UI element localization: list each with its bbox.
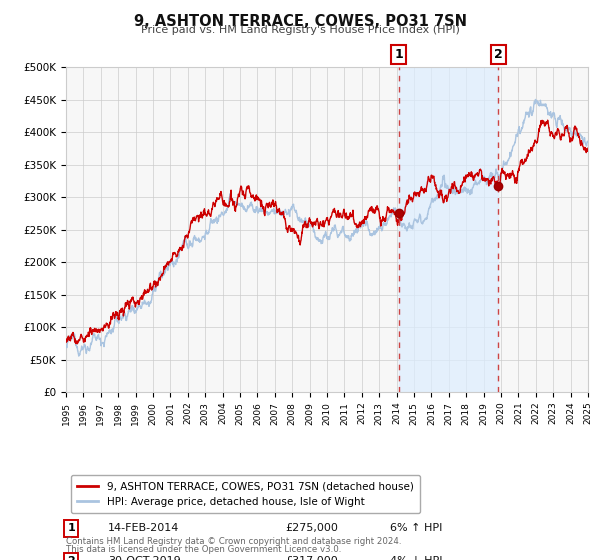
Text: Contains HM Land Registry data © Crown copyright and database right 2024.: Contains HM Land Registry data © Crown c… (66, 537, 401, 546)
Text: 1: 1 (67, 524, 75, 534)
Text: 2: 2 (494, 48, 502, 60)
Text: 2: 2 (67, 556, 75, 560)
Text: £317,000: £317,000 (285, 556, 338, 560)
Text: 1: 1 (394, 48, 403, 60)
Text: 30-OCT-2019: 30-OCT-2019 (108, 556, 181, 560)
Legend: 9, ASHTON TERRACE, COWES, PO31 7SN (detached house), HPI: Average price, detache: 9, ASHTON TERRACE, COWES, PO31 7SN (deta… (71, 475, 420, 513)
Text: This data is licensed under the Open Government Licence v3.0.: This data is licensed under the Open Gov… (66, 545, 341, 554)
Text: 14-FEB-2014: 14-FEB-2014 (108, 524, 179, 534)
Text: Price paid vs. HM Land Registry's House Price Index (HPI): Price paid vs. HM Land Registry's House … (140, 25, 460, 35)
Text: 9, ASHTON TERRACE, COWES, PO31 7SN: 9, ASHTON TERRACE, COWES, PO31 7SN (133, 14, 467, 29)
Text: 4% ↓ HPI: 4% ↓ HPI (389, 556, 442, 560)
Text: £275,000: £275,000 (285, 524, 338, 534)
Bar (398, 67, 498, 392)
Text: 6% ↑ HPI: 6% ↑ HPI (389, 524, 442, 534)
